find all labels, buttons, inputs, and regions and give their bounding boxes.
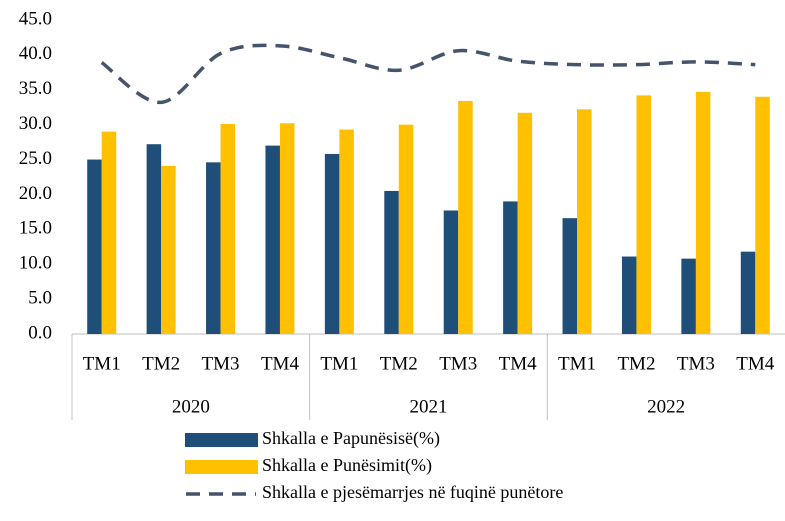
legend-swatch (185, 460, 258, 474)
bar (206, 162, 221, 334)
x-tick-label: TM3 (677, 353, 715, 374)
bar (101, 131, 117, 334)
bar (87, 159, 102, 334)
x-tick-label: TM3 (202, 353, 240, 374)
y-tick-label: 45.0 (19, 8, 52, 29)
y-tick-label: 25.0 (19, 148, 52, 169)
bar (562, 218, 578, 334)
x-tick-label: TM2 (380, 353, 418, 374)
y-tick-label: 35.0 (19, 78, 52, 99)
x-tick-label: TM2 (617, 353, 655, 374)
y-tick-label: 15.0 (19, 218, 52, 239)
x-tick-label: TM4 (499, 353, 538, 374)
legend-swatch (185, 433, 258, 447)
bar (265, 145, 280, 334)
y-tick-label: 20.0 (19, 183, 52, 204)
bar (577, 109, 592, 334)
bar (636, 95, 651, 334)
bar (339, 129, 354, 334)
y-tick-label: 40.0 (19, 43, 52, 64)
bar (398, 124, 414, 335)
bar (695, 91, 711, 334)
bar (517, 112, 533, 334)
x-tick-label: TM1 (83, 353, 121, 374)
legend-label: Shkalla e pjesëmarrjes në fuqinë punëtor… (262, 482, 563, 502)
x-tick-label: TM2 (142, 353, 180, 374)
bar (161, 165, 176, 334)
bar (279, 123, 295, 334)
line (100, 43, 756, 105)
bar (146, 144, 162, 334)
bar (503, 201, 518, 334)
x-tick-label: TM1 (320, 353, 358, 374)
bar (740, 251, 756, 334)
y-tick-label: 5.0 (28, 287, 52, 308)
y-tick-label: 0.0 (28, 322, 52, 343)
legend-label: Shkalla e Papunësisë(%) (262, 428, 440, 449)
x-tick-label: TM4 (736, 353, 775, 374)
bar (384, 190, 399, 334)
legend-label: Shkalla e Punësimit(%) (262, 455, 432, 476)
y-tick-label: 10.0 (19, 253, 52, 274)
bar (458, 100, 473, 334)
group-label: 2020 (172, 396, 210, 417)
bar (755, 96, 770, 334)
y-tick-label: 30.0 (19, 113, 52, 134)
x-tick-label: TM4 (261, 353, 300, 374)
bar (443, 210, 459, 334)
x-tick-label: TM3 (439, 353, 477, 374)
x-tick-label: TM1 (558, 353, 596, 374)
bar (220, 123, 236, 334)
bar (621, 256, 637, 334)
group-label: 2021 (410, 396, 448, 417)
group-label: 2022 (647, 396, 685, 417)
bar (324, 153, 340, 334)
bar (681, 258, 696, 334)
